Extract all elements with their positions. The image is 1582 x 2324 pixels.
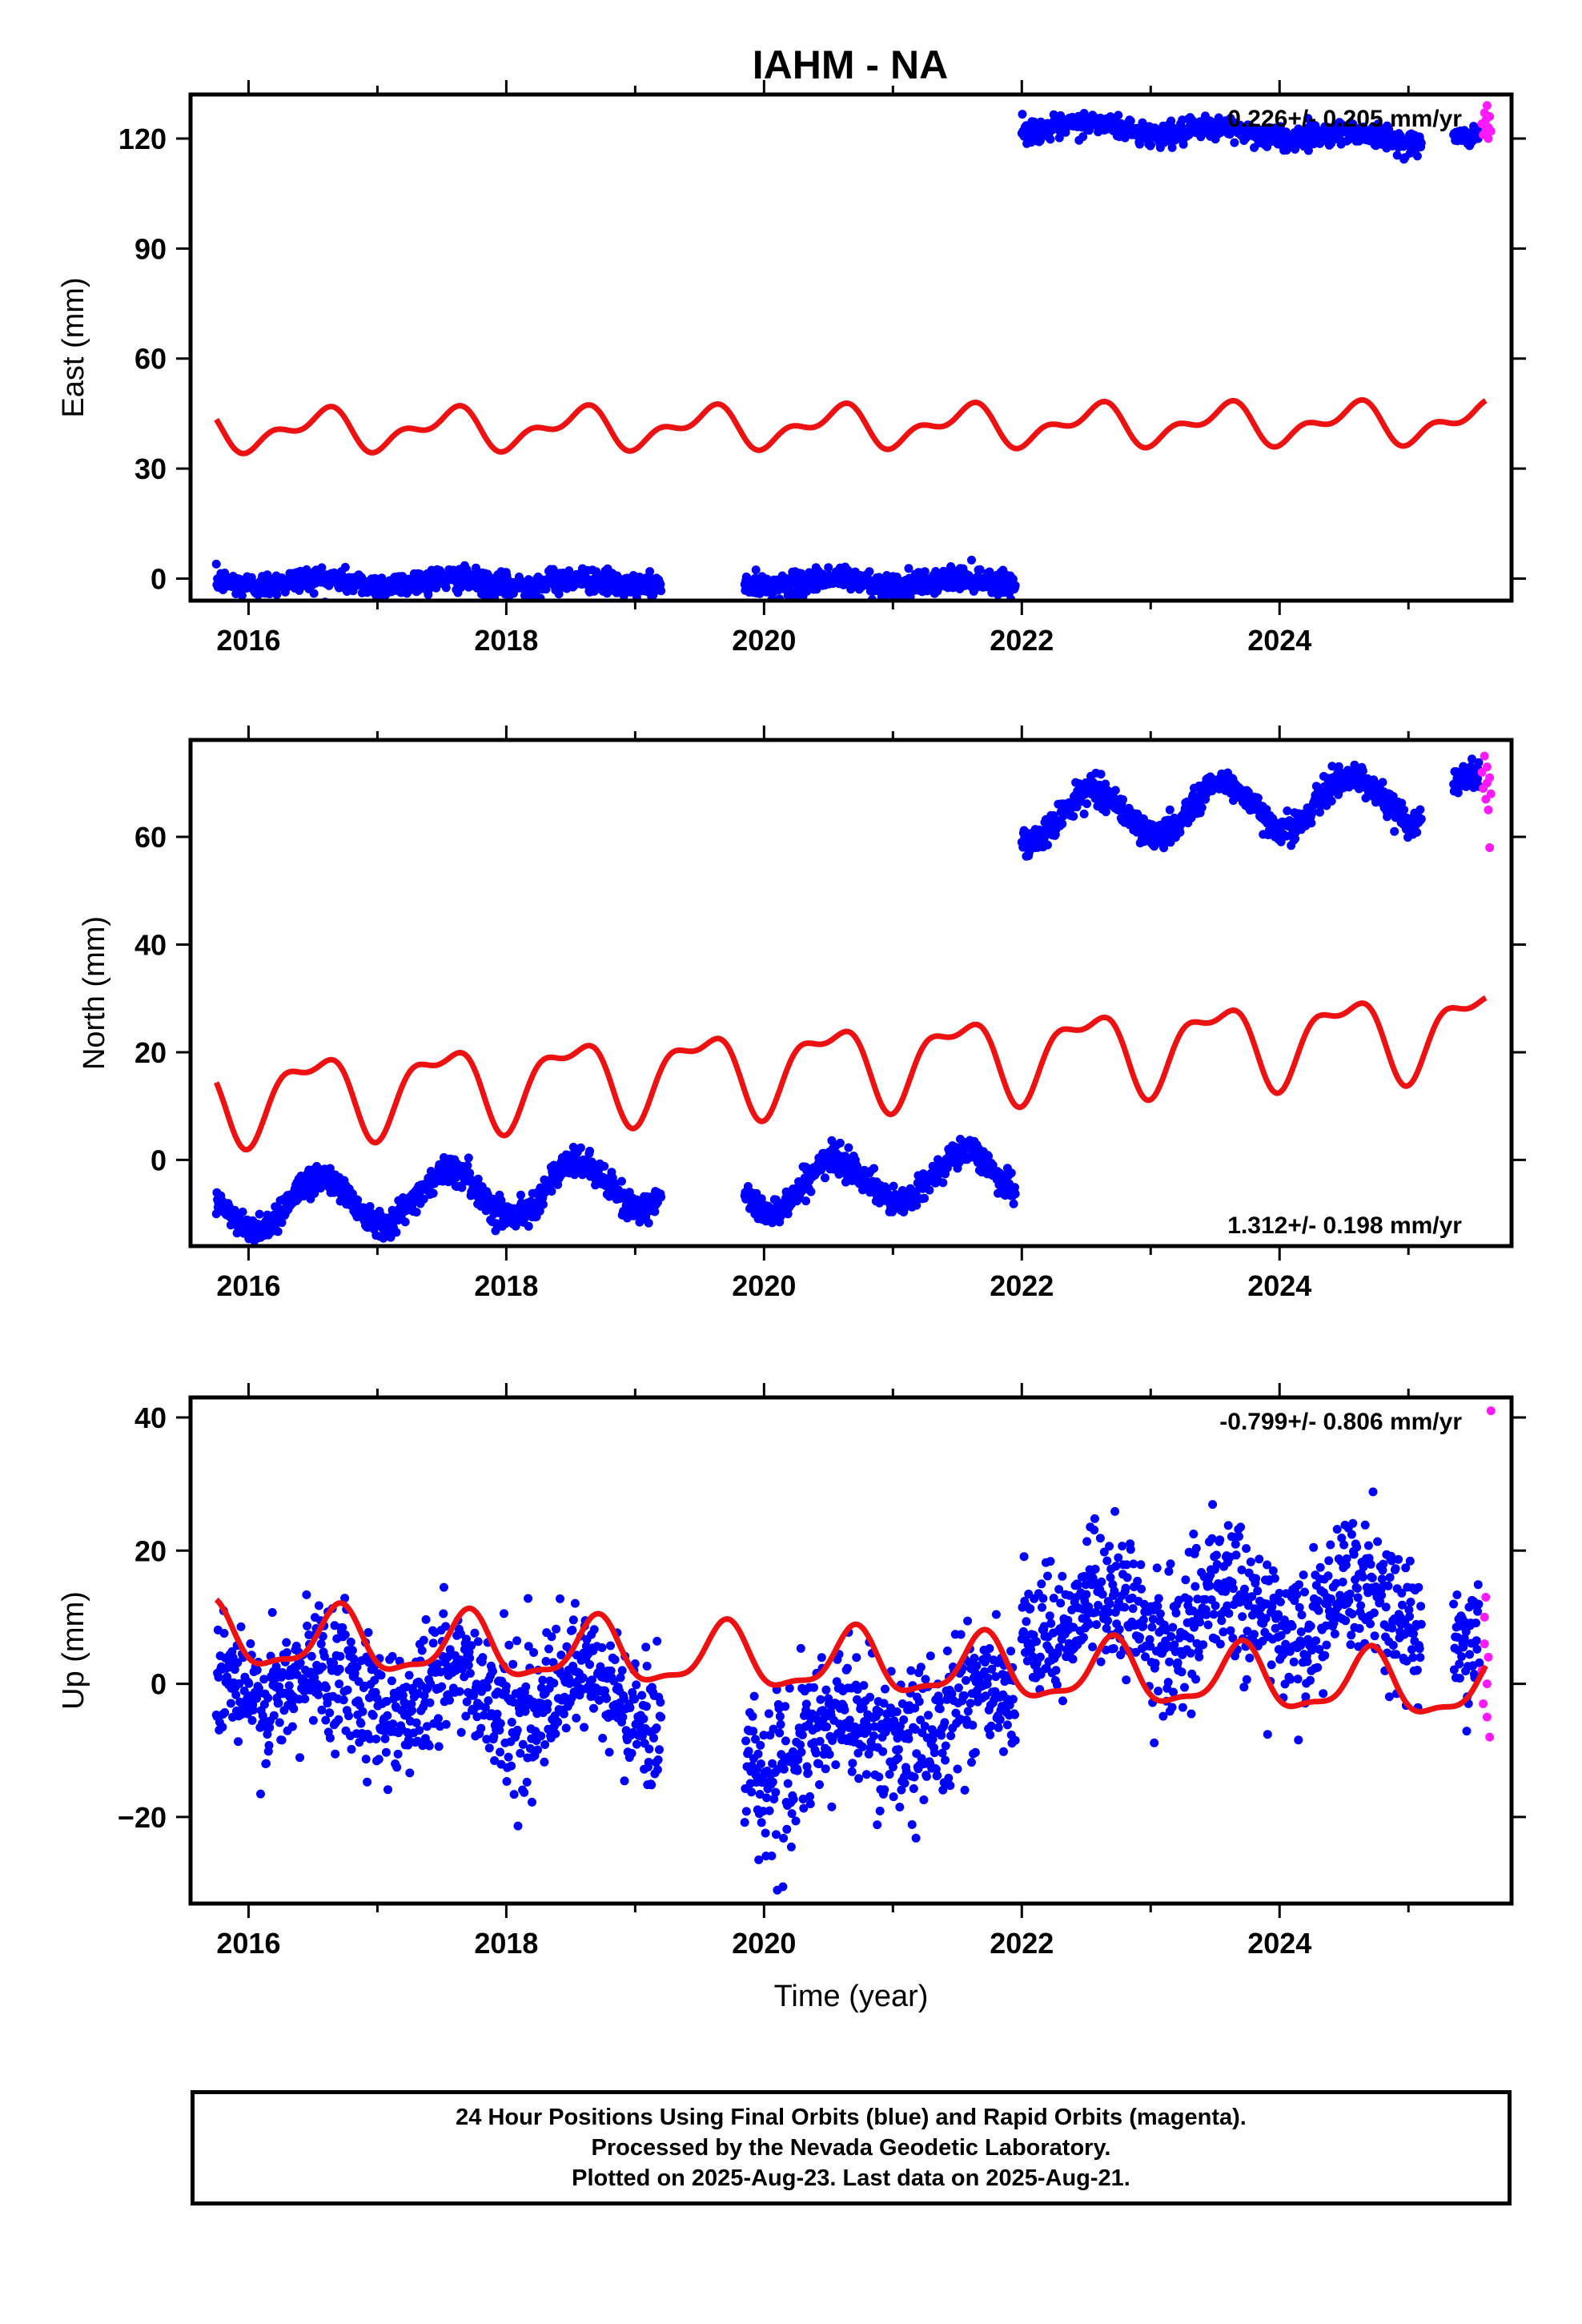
rapid-orbit-point-6 <box>1482 762 1492 772</box>
panel-1: 2016 2018 2020 2022 2024 0 30 60 90 120 East (mm) 0… <box>57 80 1526 657</box>
velocity-rate-label: 1.312+/- 0.198 mm/yr <box>1227 1212 1462 1239</box>
panel-frame <box>188 738 1514 1248</box>
footer-caption-box: 24 Hour Positions Using Final Orbits (bl… <box>191 2090 1512 2205</box>
y-axis-label: East (mm) <box>57 277 90 417</box>
rapid-orbit-point-9 <box>1485 773 1495 782</box>
x-tick-label: 2024 <box>1247 624 1311 657</box>
rapid-orbit-point-7 <box>1484 805 1493 814</box>
final-orbit-points <box>211 1487 1484 1895</box>
x-tick-label: 2022 <box>990 1269 1054 1302</box>
panel-3: 2016 2018 2020 2022 2024 −20 0 20 40 Up (mm) Time … <box>57 1383 1526 2013</box>
panel-2: 2016 2018 2020 2022 2024 0 20 40 60 North (mm) 1.3… <box>78 726 1526 1302</box>
x-tick-label: 2020 <box>732 1927 796 1960</box>
y-tick-label: 90 <box>135 232 167 265</box>
footer-line-orbits: 24 Hour Positions Using Final Orbits (bl… <box>456 2105 1247 2130</box>
rapid-orbit-point-9 <box>1485 111 1495 121</box>
x-axis-label: Time (year) <box>774 1980 929 2013</box>
time-series-plot: IAHM - NA 2016 2018 2020 2022 20240306090120… <box>57 42 1526 2013</box>
y-tick-label: 30 <box>135 452 167 485</box>
x-tick-label: 2022 <box>990 1927 1054 1960</box>
y-tick-label: 40 <box>135 928 167 961</box>
footer-line-plotted: Plotted on 2025-Aug-23. Last data on 202… <box>572 2165 1130 2191</box>
final-orbit-points <box>211 754 1484 1245</box>
y-tick-label: 120 <box>118 123 167 155</box>
x-tick-label: 2018 <box>474 624 538 657</box>
y-axis-label: Up (mm) <box>57 1591 90 1710</box>
model-curve <box>213 995 1488 1153</box>
rapid-orbit-point-6 <box>1482 101 1492 111</box>
rapid-orbit-point-3 <box>1480 751 1489 761</box>
y-tick-label: 20 <box>135 1036 167 1069</box>
rapid-orbit-point-5 <box>1481 1592 1491 1602</box>
y-axis-label: North (mm) <box>78 916 111 1070</box>
x-tick-label: 2016 <box>216 1269 280 1302</box>
x-tick-label: 2016 <box>216 624 280 657</box>
final-orbit-points <box>211 109 1484 601</box>
x-tick-label: 2024 <box>1247 1269 1311 1302</box>
model-curve <box>214 396 1488 456</box>
rapid-orbit-point-7 <box>1482 1679 1492 1689</box>
x-tick-label: 2018 <box>474 1927 538 1960</box>
velocity-rate-label: 0.226+/- 0.205 mm/yr <box>1227 106 1462 132</box>
x-tick-label: 2016 <box>216 1927 280 1960</box>
y-tick-label: 60 <box>135 343 167 376</box>
model-curve <box>214 1597 1488 1715</box>
rapid-orbit-point-8 <box>1484 134 1493 143</box>
y-tick-label: 0 <box>151 563 167 596</box>
x-tick-label: 2018 <box>474 1269 538 1302</box>
data-layer <box>211 101 1496 601</box>
chart-title: IAHM - NA <box>753 42 948 87</box>
velocity-rate-label: -0.799+/- 0.806 mm/yr <box>1219 1409 1462 1435</box>
rapid-orbit-point-8 <box>1485 842 1495 852</box>
rapid-orbit-point-6 <box>1482 1712 1492 1722</box>
rapid-orbit-point-2 <box>1479 1699 1488 1709</box>
data-layer <box>211 1406 1496 1895</box>
y-tick-label: 60 <box>135 821 167 854</box>
rapid-orbit-point-9 <box>1485 1732 1495 1742</box>
rapid-orbit-point-4 <box>1480 1612 1489 1622</box>
y-tick-label: 20 <box>135 1534 167 1567</box>
y-tick-label: 40 <box>135 1401 167 1434</box>
footer-line-processed: Processed by the Nevada Geodetic Laborat… <box>591 2135 1111 2161</box>
x-tick-label: 2020 <box>732 1269 796 1302</box>
rapid-orbit-point-10 <box>1486 1406 1496 1416</box>
data-layer <box>211 751 1496 1245</box>
y-tick-label: 0 <box>151 1144 167 1176</box>
panel-frame <box>188 1395 1514 1906</box>
x-tick-label: 2024 <box>1247 1927 1311 1960</box>
y-tick-label: −20 <box>118 1801 167 1834</box>
rapid-orbit-point-3 <box>1480 1639 1489 1649</box>
rapid-orbit-point-10 <box>1486 127 1496 136</box>
rapid-orbit-point-8 <box>1484 1652 1493 1662</box>
x-tick-label: 2022 <box>990 624 1054 657</box>
y-tick-label: 0 <box>151 1668 167 1701</box>
rapid-orbit-point-10 <box>1486 789 1496 798</box>
x-tick-label: 2020 <box>732 624 796 657</box>
panel-frame <box>188 92 1514 603</box>
